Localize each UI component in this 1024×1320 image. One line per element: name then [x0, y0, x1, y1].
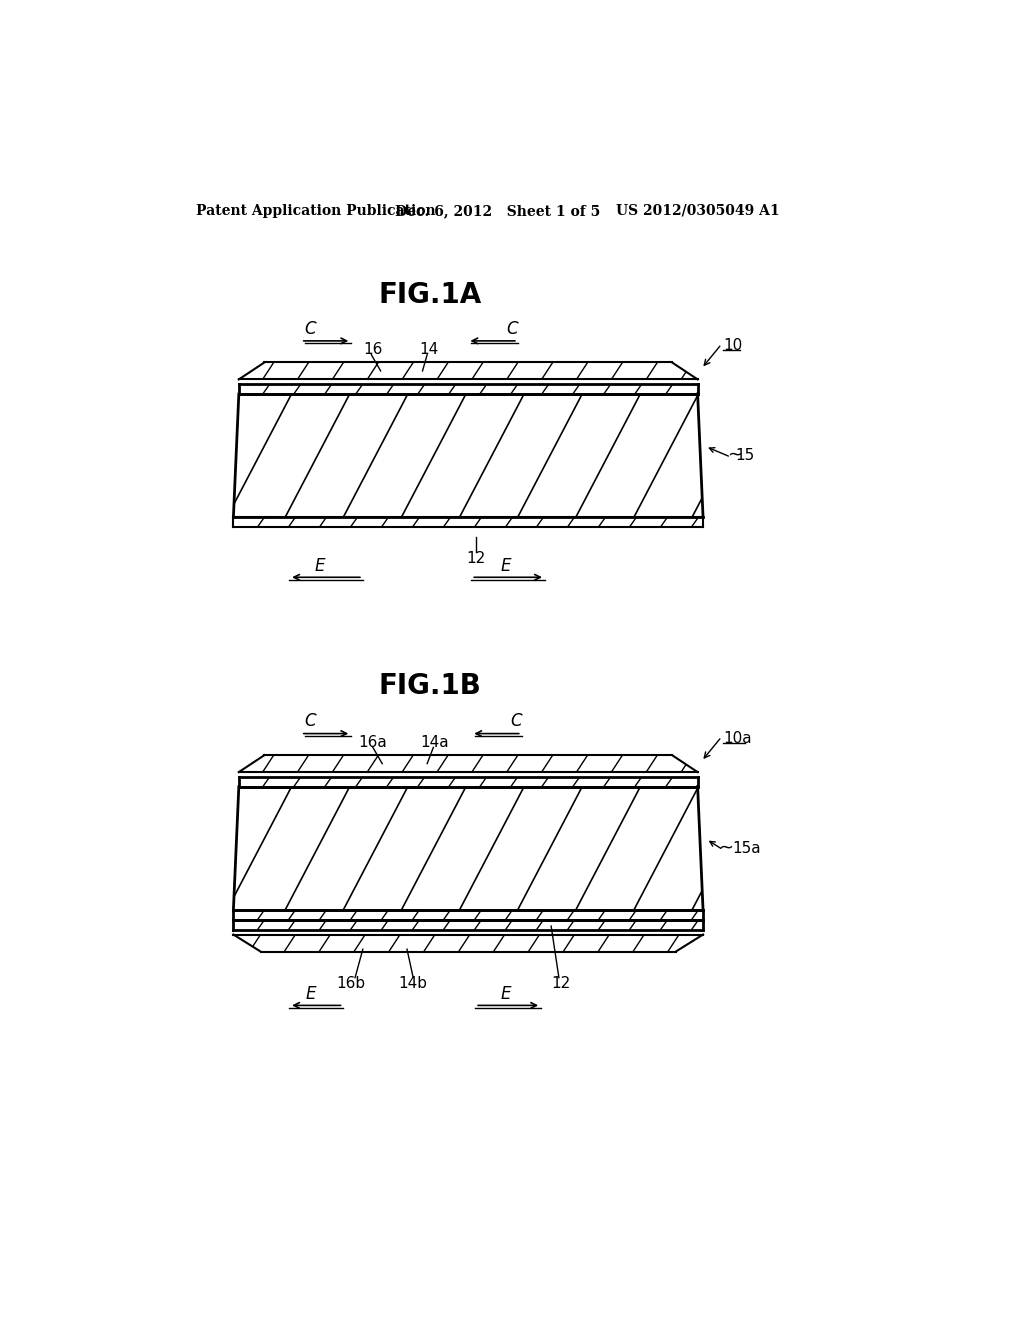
- Text: 12: 12: [551, 977, 570, 991]
- Text: 14b: 14b: [398, 977, 428, 991]
- Polygon shape: [233, 787, 703, 909]
- Text: 16b: 16b: [337, 977, 366, 991]
- Text: E: E: [501, 985, 511, 1003]
- Text: ∼: ∼: [727, 446, 742, 465]
- Text: 14a: 14a: [421, 734, 450, 750]
- Text: Dec. 6, 2012   Sheet 1 of 5: Dec. 6, 2012 Sheet 1 of 5: [395, 203, 601, 218]
- Text: C: C: [510, 713, 521, 730]
- Text: E: E: [305, 985, 316, 1003]
- Text: C: C: [506, 319, 518, 338]
- Text: Patent Application Publication: Patent Application Publication: [197, 203, 436, 218]
- Text: 10: 10: [723, 338, 742, 352]
- Text: 15a: 15a: [732, 841, 761, 855]
- Text: 14: 14: [419, 342, 438, 356]
- Polygon shape: [239, 755, 697, 772]
- Text: 10a: 10a: [723, 731, 752, 746]
- Polygon shape: [233, 909, 703, 920]
- Polygon shape: [233, 935, 703, 952]
- Text: 15: 15: [735, 447, 754, 463]
- Polygon shape: [239, 384, 697, 395]
- Polygon shape: [233, 395, 703, 517]
- Text: C: C: [305, 713, 316, 730]
- Text: E: E: [501, 557, 511, 574]
- Text: C: C: [305, 319, 316, 338]
- Text: ∼: ∼: [719, 840, 733, 857]
- Text: FIG.1A: FIG.1A: [379, 281, 482, 309]
- Text: 16: 16: [364, 342, 383, 356]
- Polygon shape: [233, 920, 703, 929]
- Polygon shape: [239, 776, 697, 787]
- Text: E: E: [315, 557, 326, 574]
- Text: FIG.1B: FIG.1B: [379, 672, 481, 700]
- Polygon shape: [239, 363, 697, 379]
- Text: 12: 12: [466, 550, 485, 565]
- Polygon shape: [233, 517, 703, 527]
- Text: US 2012/0305049 A1: US 2012/0305049 A1: [616, 203, 780, 218]
- Text: 16a: 16a: [358, 734, 387, 750]
